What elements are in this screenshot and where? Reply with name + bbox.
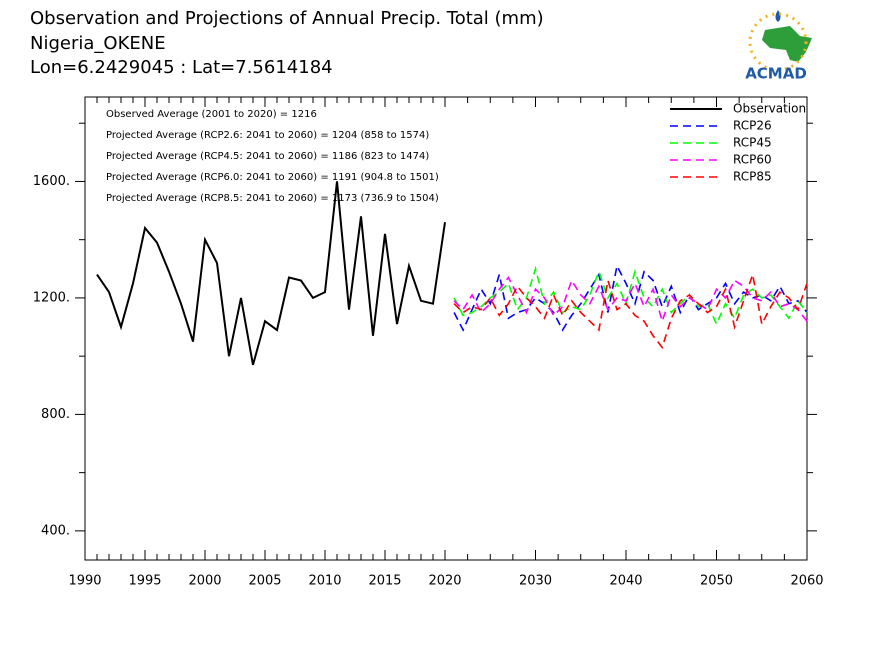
series-line bbox=[453, 263, 808, 332]
annotation: Projected Average (RCP6.0: 2041 to 2060)… bbox=[106, 172, 439, 183]
legend-label: RCP26 bbox=[733, 119, 772, 133]
legend-label: RCP85 bbox=[733, 170, 772, 184]
logo: ACMAD bbox=[745, 10, 812, 83]
logo-rays bbox=[748, 12, 808, 72]
logo-text: ACMAD bbox=[745, 65, 807, 83]
legend-label: RCP45 bbox=[733, 136, 772, 150]
legend-label: Observation bbox=[733, 102, 806, 116]
legend-label: RCP60 bbox=[733, 153, 772, 167]
chart-location: Lon=6.2429045 : Lat=7.5614184 bbox=[30, 57, 333, 78]
x-tick-label: 2050 bbox=[700, 574, 733, 589]
series-line bbox=[453, 276, 808, 324]
x-tick-label: 2000 bbox=[188, 574, 221, 589]
annotation: Observed Average (2001 to 2020) = 1216 bbox=[106, 109, 317, 120]
series-line bbox=[96, 181, 446, 366]
x-tick-label: 2015 bbox=[368, 574, 401, 589]
series-line bbox=[453, 265, 808, 327]
x-tick-label: 1990 bbox=[68, 574, 101, 589]
x-tick-label: 2030 bbox=[519, 574, 552, 589]
logo-africa bbox=[762, 26, 812, 62]
annotation: Projected Average (RCP2.6: 2041 to 2060)… bbox=[106, 130, 429, 141]
y-tick-label: 1600. bbox=[33, 174, 70, 189]
series-line bbox=[453, 271, 808, 350]
x-tick-label: 2040 bbox=[609, 574, 642, 589]
y-tick-label: 400. bbox=[41, 523, 70, 538]
annotation: Projected Average (RCP4.5: 2041 to 2060)… bbox=[106, 151, 429, 162]
x-tick-label: 2060 bbox=[790, 574, 823, 589]
annotation: Projected Average (RCP8.5: 2041 to 2060)… bbox=[106, 193, 439, 204]
x-tick-label: 2005 bbox=[248, 574, 281, 589]
plot-frame bbox=[84, 96, 808, 561]
y-tick-label: 800. bbox=[41, 407, 70, 422]
x-tick-label: 1995 bbox=[128, 574, 161, 589]
x-tick-label: 2020 bbox=[428, 574, 461, 589]
y-tick-label: 1200. bbox=[33, 290, 70, 305]
x-tick-label: 2010 bbox=[308, 574, 341, 589]
chart-subtitle: Nigeria_OKENE bbox=[30, 33, 166, 54]
chart-title: Observation and Projections of Annual Pr… bbox=[30, 8, 544, 29]
logo-drop bbox=[775, 10, 781, 22]
